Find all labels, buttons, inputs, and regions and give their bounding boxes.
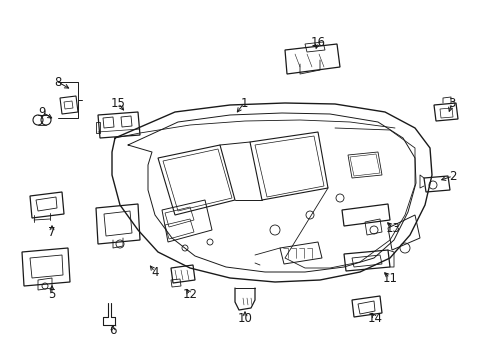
Text: 7: 7	[48, 225, 56, 239]
Text: 1: 1	[240, 96, 247, 109]
Text: 16: 16	[310, 36, 325, 49]
Text: 5: 5	[48, 288, 56, 302]
Text: 11: 11	[382, 271, 397, 284]
Text: 14: 14	[367, 311, 382, 324]
Text: 9: 9	[38, 105, 46, 118]
Text: 12: 12	[182, 288, 197, 302]
Text: 15: 15	[110, 96, 125, 109]
Text: 8: 8	[54, 76, 61, 89]
Text: 10: 10	[237, 311, 252, 324]
Text: 13: 13	[385, 221, 400, 234]
Text: 3: 3	[447, 96, 455, 109]
Text: 6: 6	[109, 324, 117, 337]
Text: 2: 2	[448, 170, 456, 183]
Text: 4: 4	[151, 266, 159, 279]
